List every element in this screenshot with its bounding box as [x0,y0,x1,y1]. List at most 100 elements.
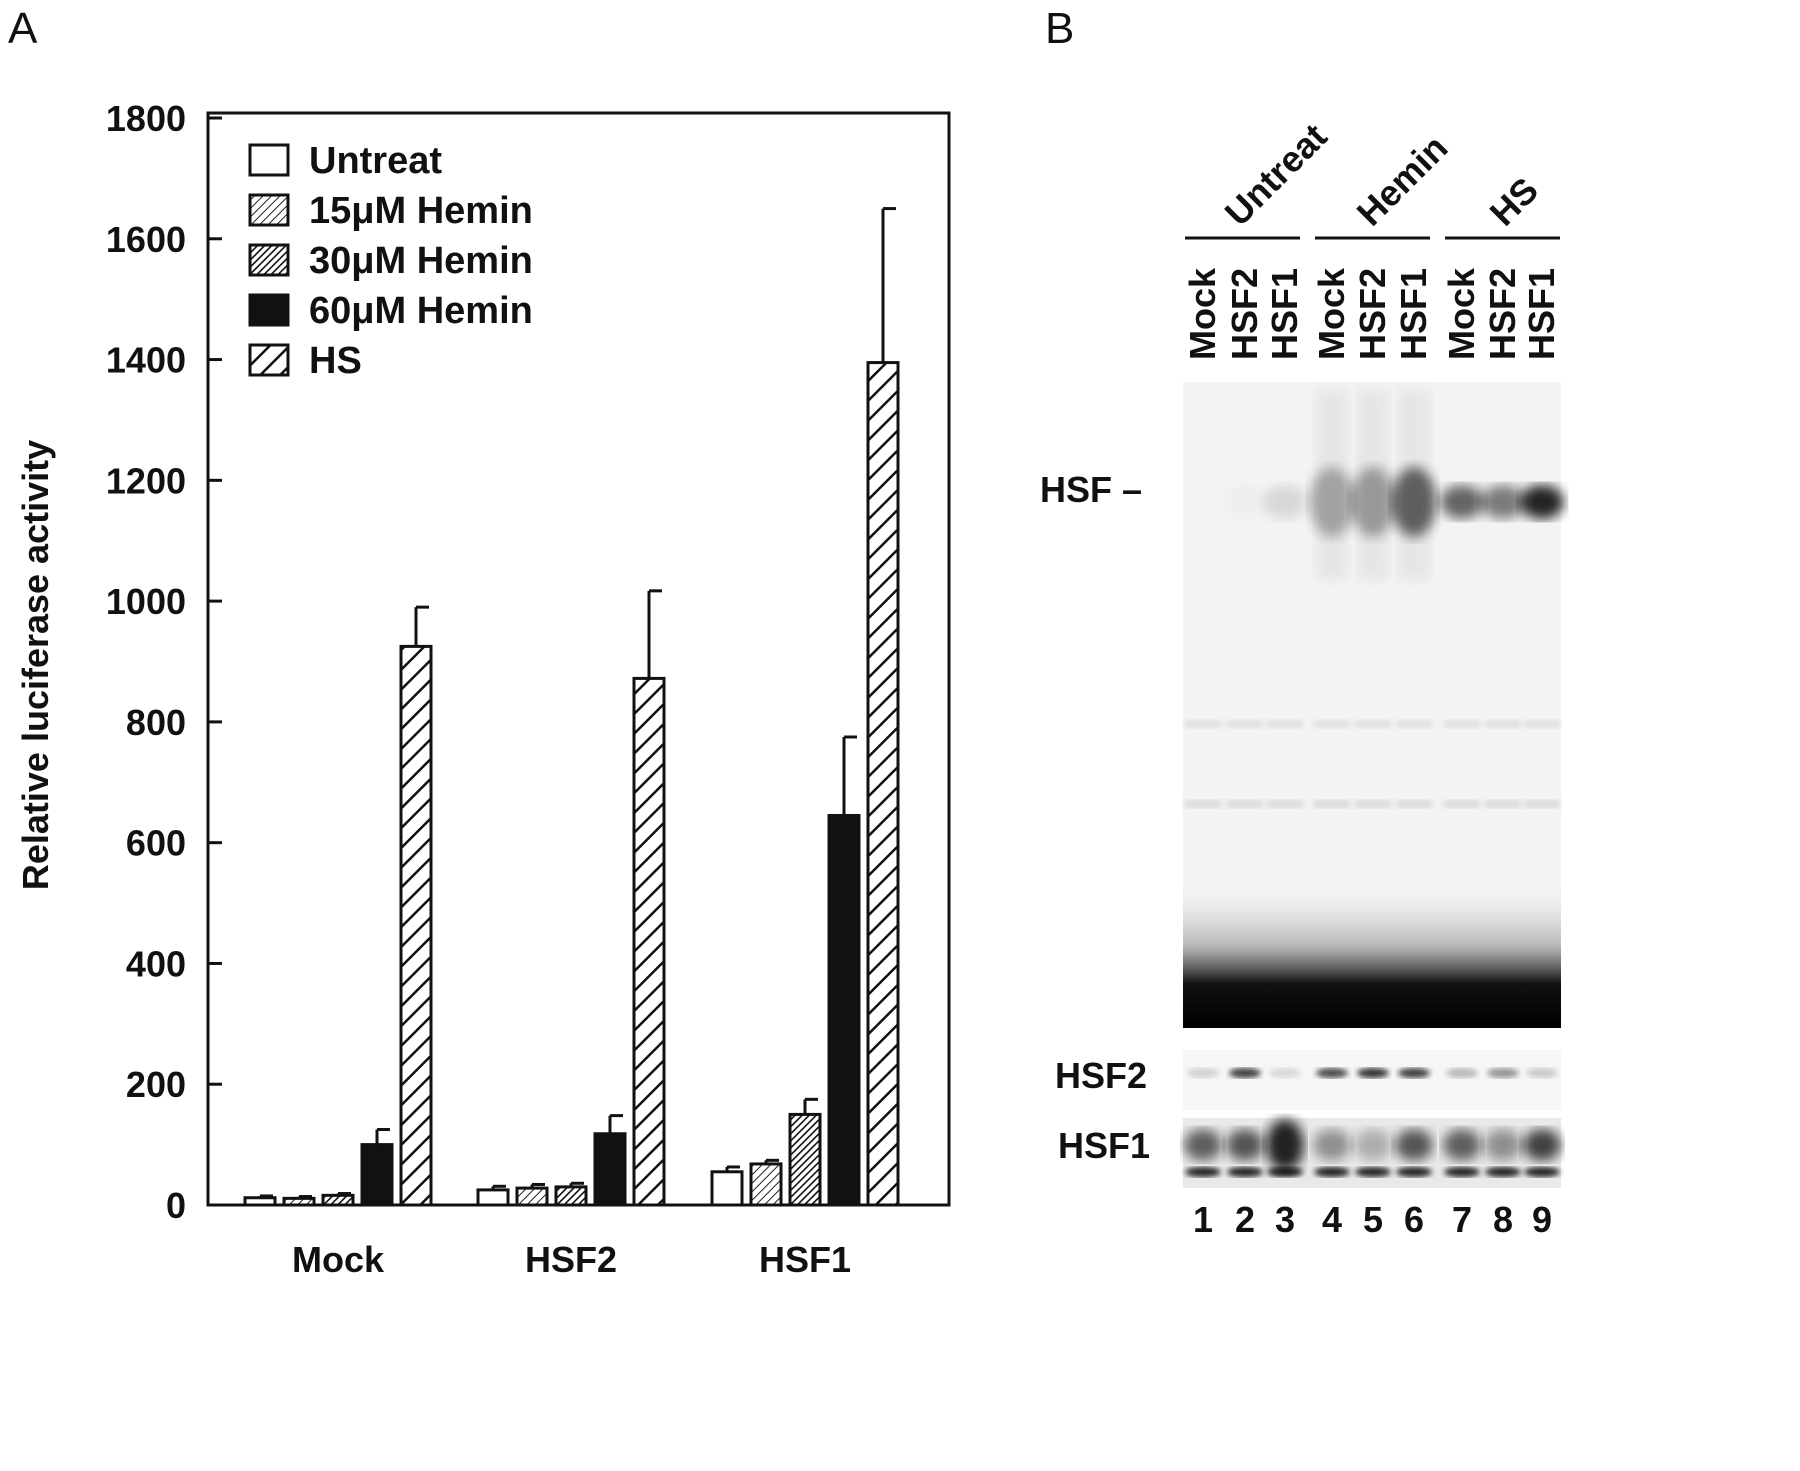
gel-header: Untreat Hemin HS Mock HSF2 HSF1 Mock HSF2 HSF… [1182,116,1562,360]
gel-faint-band [1227,720,1263,728]
lane-number-7: 7 [1452,1199,1472,1240]
hsf-band-lane-3 [1263,485,1307,519]
bar-hsf1-15um-hemin [749,1162,783,1207]
legend-label-60um-hemin: 60μM Hemin [309,290,533,332]
legend-swatch-60um-hemin [248,293,290,327]
group-label-untreat: Untreat [1217,116,1335,234]
lane-label-1: Mock [1182,267,1223,360]
y-tick-label: 1800 [106,98,186,139]
hsf2-blot-band-lane-5 [1357,1068,1389,1078]
group-label-hemin: Hemin [1349,127,1456,234]
hsf1-blot-band-lane-4 [1313,1129,1351,1161]
y-axis-title: Relative luciferase activity [15,440,56,890]
hsf1-blot-lower-band-lane-5 [1355,1167,1391,1177]
gel-faint-band [1185,800,1221,808]
hsf-band-lane-8 [1481,485,1525,519]
hsf1-blot-lower-band-lane-6 [1396,1167,1432,1177]
lane-label-7: Mock [1441,267,1482,360]
hsf1-blot-band-lane-8 [1484,1129,1522,1161]
y-tick-label: 1200 [106,460,186,501]
lane-number-2: 2 [1235,1199,1255,1240]
lane-label-9: HSF1 [1521,268,1562,360]
gel-faint-band [1444,800,1480,808]
bar-mock-30um-hemin [321,1193,355,1207]
bar-hsf1-30um-hemin [788,1112,822,1207]
y-axis-ticks: 0 200 400 600 800 1000 1200 1400 1600 1800 [106,98,222,1226]
hsf1-blot-lower-band-lane-2 [1227,1167,1263,1177]
hsf2-blot-band-lane-9 [1526,1068,1558,1078]
hsf1-blot-lower-band-lane-9 [1524,1167,1560,1177]
lane-number-4: 4 [1322,1199,1342,1240]
lane-number-9: 9 [1532,1199,1552,1240]
bar-mock-60um-hemin [360,1143,394,1207]
lane-number-1: 1 [1193,1199,1213,1240]
y-tick-label: 800 [126,702,186,743]
hsf-band-label: HSF – [1040,469,1142,510]
legend: Untreat 15μM Hemin 30μM Hemin 60μM Hemin… [248,140,533,382]
hsf1-blot-lower-band-lane-8 [1485,1167,1521,1177]
gel-faint-band [1444,720,1480,728]
lane-label-5: HSF2 [1352,268,1393,360]
hsf1-blot-band-lane-7 [1443,1129,1481,1161]
lane-number-5: 5 [1363,1199,1383,1240]
free-probe-band [1183,880,1561,1028]
hsf-smear-lane-5 [1357,390,1389,580]
gel-faint-band [1314,720,1350,728]
western-blots [1183,1050,1561,1188]
bar-hsf2-30um-hemin [554,1185,588,1207]
y-tick-label: 1400 [106,340,186,381]
bar-hsf1-untreat [710,1170,744,1207]
gel-faint-band [1267,720,1303,728]
hsf1-blot-lower-band-lane-3 [1267,1167,1303,1177]
bar-mock-untreat [243,1196,277,1207]
legend-swatch-15um-hemin [248,193,290,227]
gel-faint-band [1396,800,1432,808]
x-axis-categories: Mock HSF2 HSF1 [292,1239,851,1280]
legend-swatch-untreat [248,143,290,177]
lane-label-4: Mock [1311,267,1352,360]
hsf2-blot-band-lane-2 [1229,1068,1261,1078]
legend-label-30um-hemin: 30μM Hemin [309,240,533,282]
gel-faint-band [1314,800,1350,808]
hsf1-blot-band-lane-6 [1395,1129,1433,1161]
legend-label-untreat: Untreat [309,140,442,182]
lane-label-2: HSF2 [1224,268,1265,360]
lane-label-3: HSF1 [1264,268,1305,360]
lane-label-8: HSF2 [1482,268,1523,360]
hsf2-blot-band-lane-6 [1398,1068,1430,1078]
hsf1-blot-lower-band-lane-7 [1444,1167,1480,1177]
bar-hsf2-60um-hemin [593,1132,627,1207]
gel-faint-band [1355,720,1391,728]
hsf2-blot-background [1183,1050,1561,1110]
bar-hsf2-untreat [476,1188,510,1207]
hsf2-blot-band-lane-7 [1446,1068,1478,1078]
gel-faint-band [1267,800,1303,808]
legend-swatch-30um-hemin [248,243,290,277]
lane-number-6: 6 [1404,1199,1424,1240]
bar-hsf1-hs [866,361,900,1207]
lane-label-6: HSF1 [1393,268,1434,360]
hsf-smear-lane-4 [1316,390,1348,580]
gel-faint-band [1485,720,1521,728]
bars-layer [243,207,900,1207]
y-tick-label: 400 [126,943,186,984]
bar-mock-hs [399,644,433,1207]
lane-number-3: 3 [1275,1199,1295,1240]
y-tick-label: 0 [166,1185,186,1226]
y-tick-label: 1000 [106,581,186,622]
hsf-smear-lane-6 [1398,390,1430,580]
hsf1-blot-band-lane-2 [1226,1129,1264,1161]
blot-bands [1184,1068,1561,1177]
hsf1-blot-label: HSF1 [1058,1125,1150,1166]
hsf1-blot-band-lane-9 [1523,1129,1561,1161]
hsf-band-lane-9 [1520,485,1564,519]
bar-hsf2-15um-hemin [515,1186,549,1207]
gel-faint-band [1185,720,1221,728]
x-category-mock: Mock [292,1239,385,1280]
hsf2-blot-band-lane-4 [1316,1068,1348,1078]
legend-label-15um-hemin: 15μM Hemin [309,190,533,232]
panel-b-label: B [1045,4,1075,53]
